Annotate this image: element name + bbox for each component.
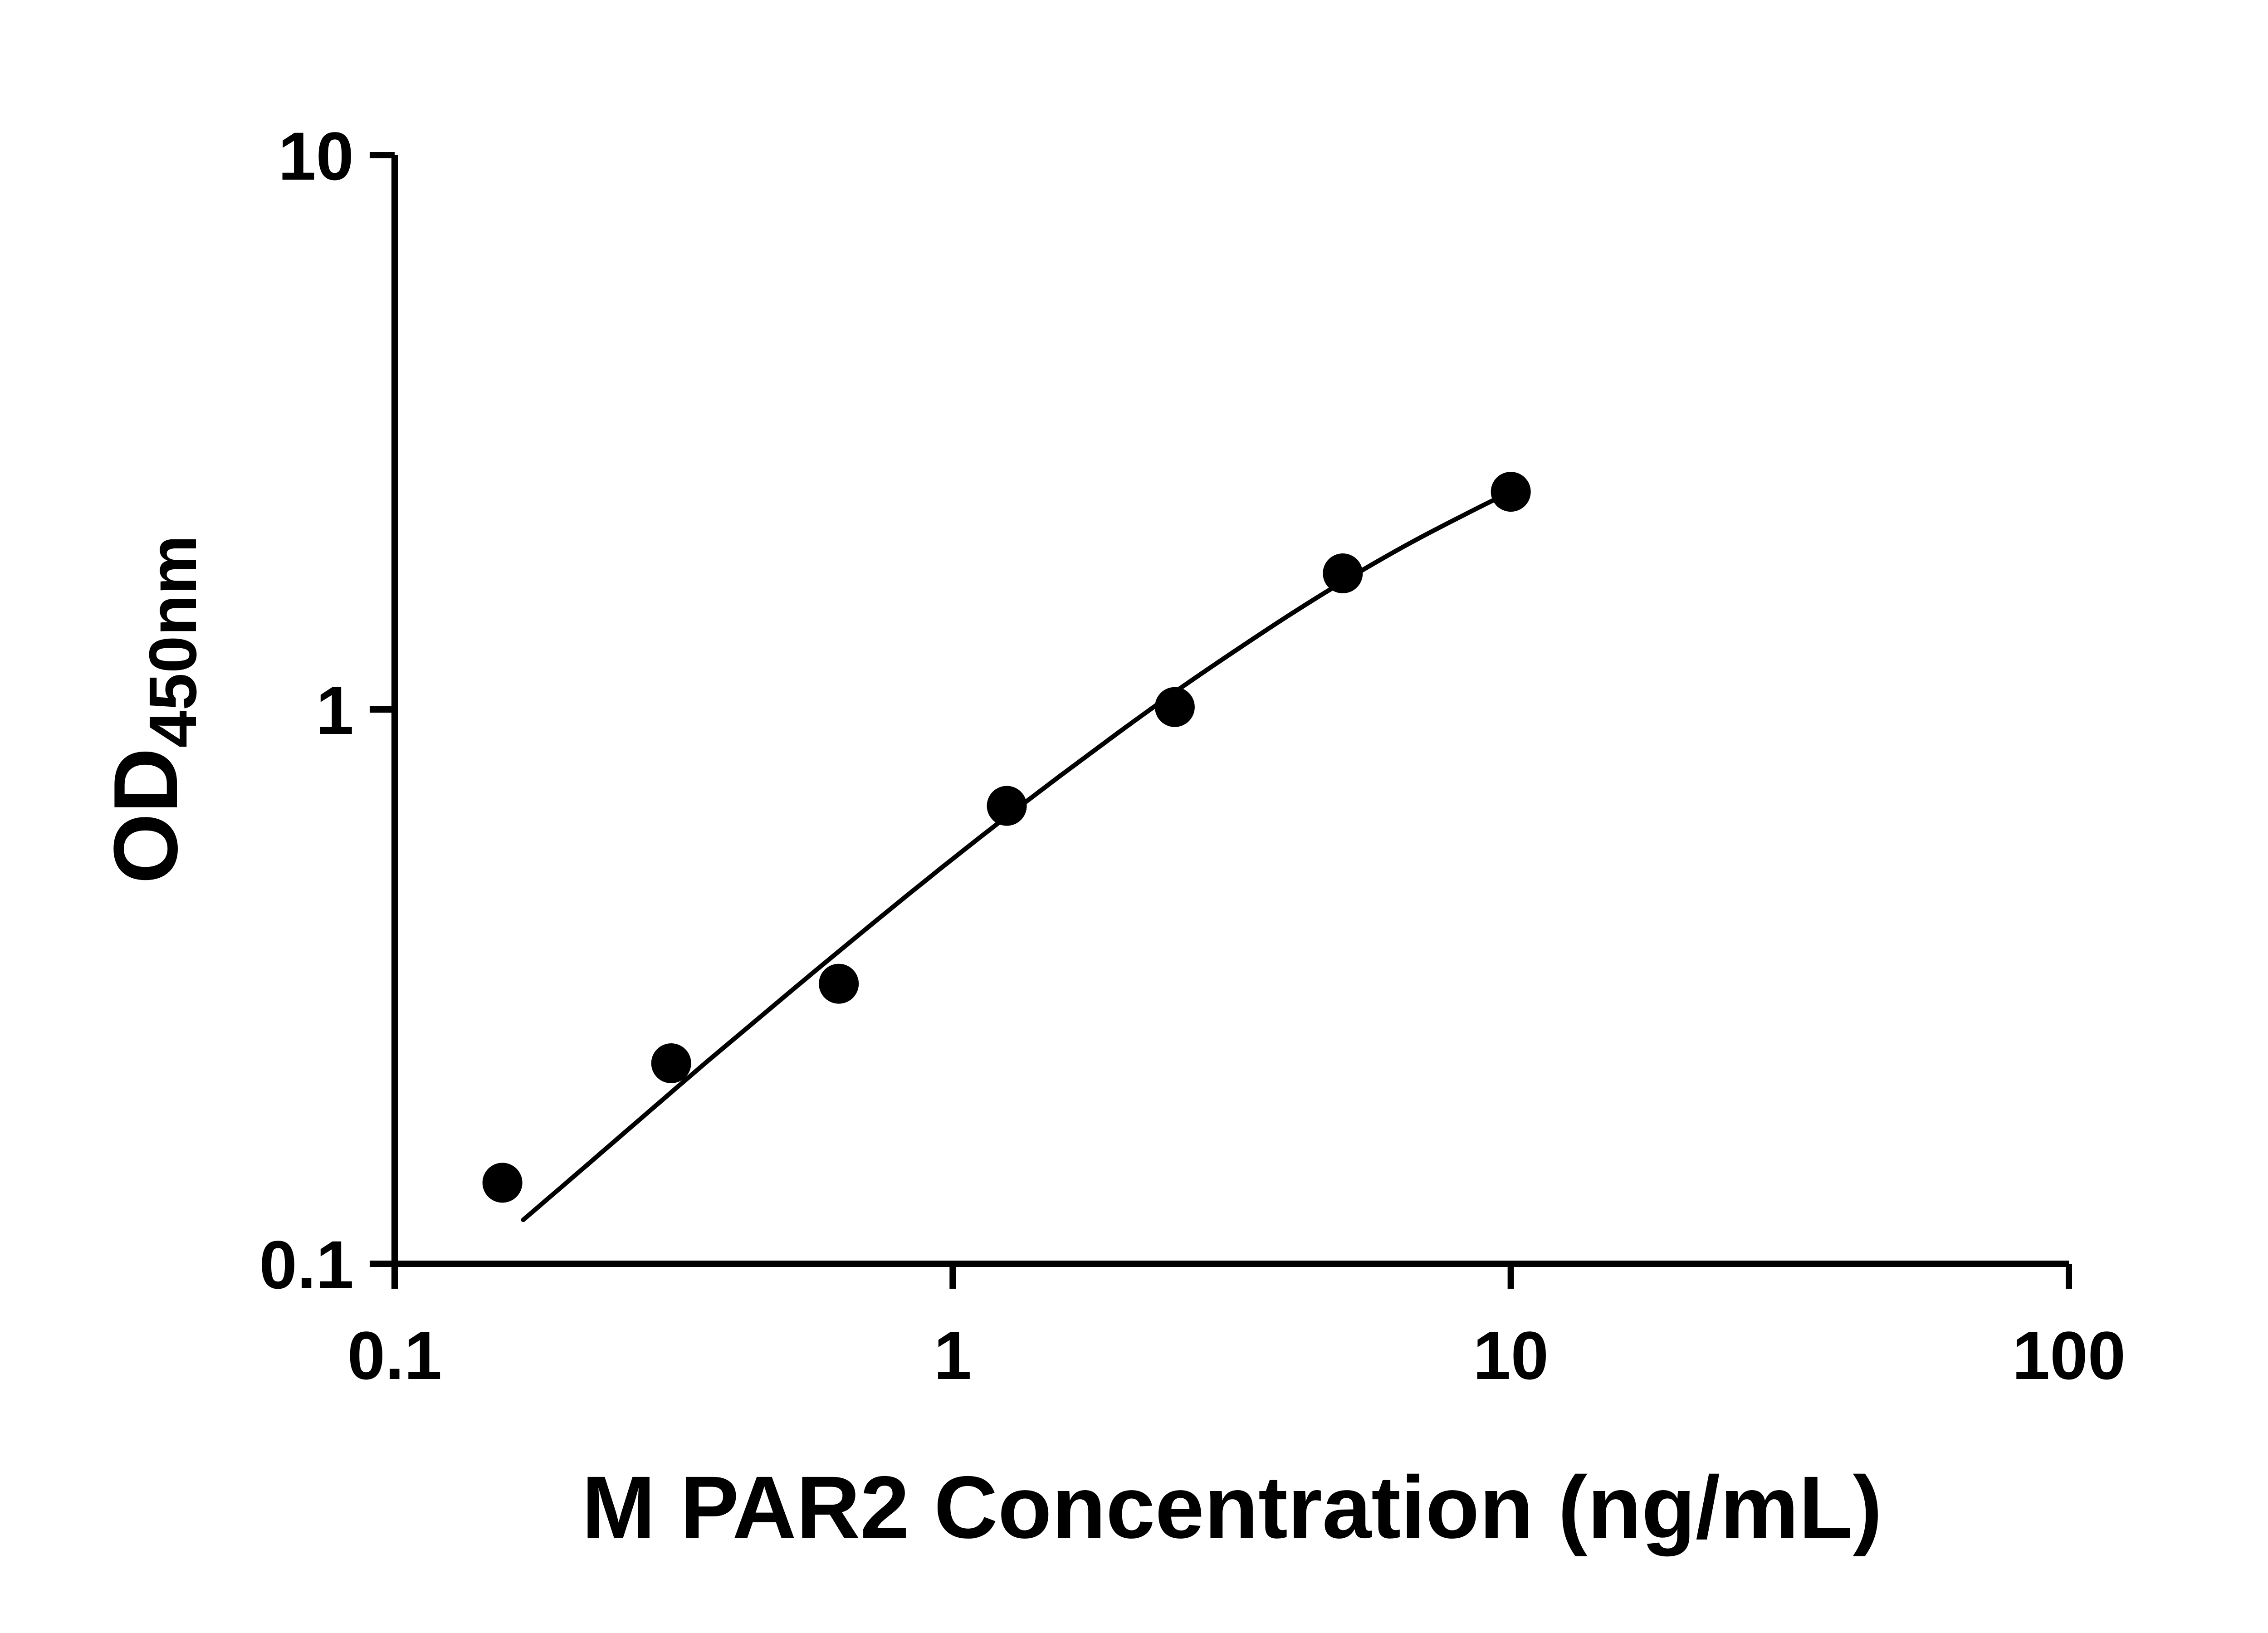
y-axis-title: OD450nm bbox=[95, 535, 210, 884]
fit-curve bbox=[521, 489, 1513, 1222]
plot-area: 0.1 1 10 100 0.1 1 10 bbox=[259, 118, 2126, 1393]
data-point bbox=[819, 963, 859, 1004]
x-tick-label: 0.1 bbox=[347, 1317, 442, 1393]
x-tick-label: 100 bbox=[2012, 1317, 2126, 1393]
y-axis-title-sub: 450nm bbox=[136, 535, 210, 748]
data-point bbox=[1491, 472, 1531, 512]
data-point bbox=[987, 786, 1027, 826]
data-point bbox=[651, 1043, 691, 1083]
data-point bbox=[482, 1163, 523, 1203]
x-tick-label: 1 bbox=[934, 1317, 972, 1393]
x-axis-title: M PAR2 Concentration (ng/mL) bbox=[582, 1458, 1882, 1557]
y-axis-title-main: OD bbox=[95, 748, 196, 884]
y-tick-label: 1 bbox=[316, 672, 354, 748]
x-tick-label: 10 bbox=[1473, 1317, 1549, 1393]
data-point bbox=[1323, 553, 1363, 593]
axes-spine bbox=[391, 155, 2069, 1267]
y-tick-label: 0.1 bbox=[259, 1227, 354, 1303]
y-tick-label: 10 bbox=[278, 118, 354, 194]
data-point bbox=[1154, 687, 1195, 727]
